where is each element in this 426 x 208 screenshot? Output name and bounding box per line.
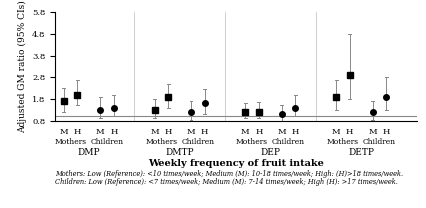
- Text: H: H: [201, 128, 208, 136]
- Text: Mothers: Mothers: [55, 139, 86, 146]
- Text: M: M: [277, 128, 286, 136]
- Text: DMTP: DMTP: [165, 148, 194, 157]
- Text: Children: Low (Reference): <7 times/week; Medium (M): 7-14 times/week; High (H):: Children: Low (Reference): <7 times/week…: [55, 178, 398, 186]
- Text: Children: Children: [90, 139, 124, 146]
- Text: Children: Children: [363, 139, 396, 146]
- Text: H: H: [255, 128, 262, 136]
- Text: M: M: [96, 128, 104, 136]
- Text: H: H: [110, 128, 118, 136]
- Text: H: H: [74, 128, 81, 136]
- Text: H: H: [292, 128, 299, 136]
- Text: Mothers: Low (Reference): <10 times/week; Medium (M): 10-18 times/week; High: (H: Mothers: Low (Reference): <10 times/week…: [55, 170, 403, 178]
- Text: Mothers: Mothers: [327, 139, 359, 146]
- Y-axis label: Adjusted GM ratio (95% CIs): Adjusted GM ratio (95% CIs): [17, 0, 26, 133]
- Text: M: M: [241, 128, 250, 136]
- Text: M: M: [150, 128, 159, 136]
- Text: Weekly frequency of fruit intake: Weekly frequency of fruit intake: [149, 159, 324, 168]
- Text: DETP: DETP: [348, 148, 374, 157]
- Text: Children: Children: [181, 139, 214, 146]
- Text: M: M: [368, 128, 377, 136]
- Text: Mothers: Mothers: [236, 139, 268, 146]
- Text: M: M: [332, 128, 340, 136]
- Text: M: M: [187, 128, 196, 136]
- Text: M: M: [59, 128, 68, 136]
- Text: H: H: [346, 128, 353, 136]
- Text: H: H: [164, 128, 172, 136]
- Text: Children: Children: [272, 139, 305, 146]
- Text: H: H: [383, 128, 390, 136]
- Text: DEP: DEP: [260, 148, 280, 157]
- Text: Mothers: Mothers: [145, 139, 177, 146]
- Text: DMP: DMP: [78, 148, 100, 157]
